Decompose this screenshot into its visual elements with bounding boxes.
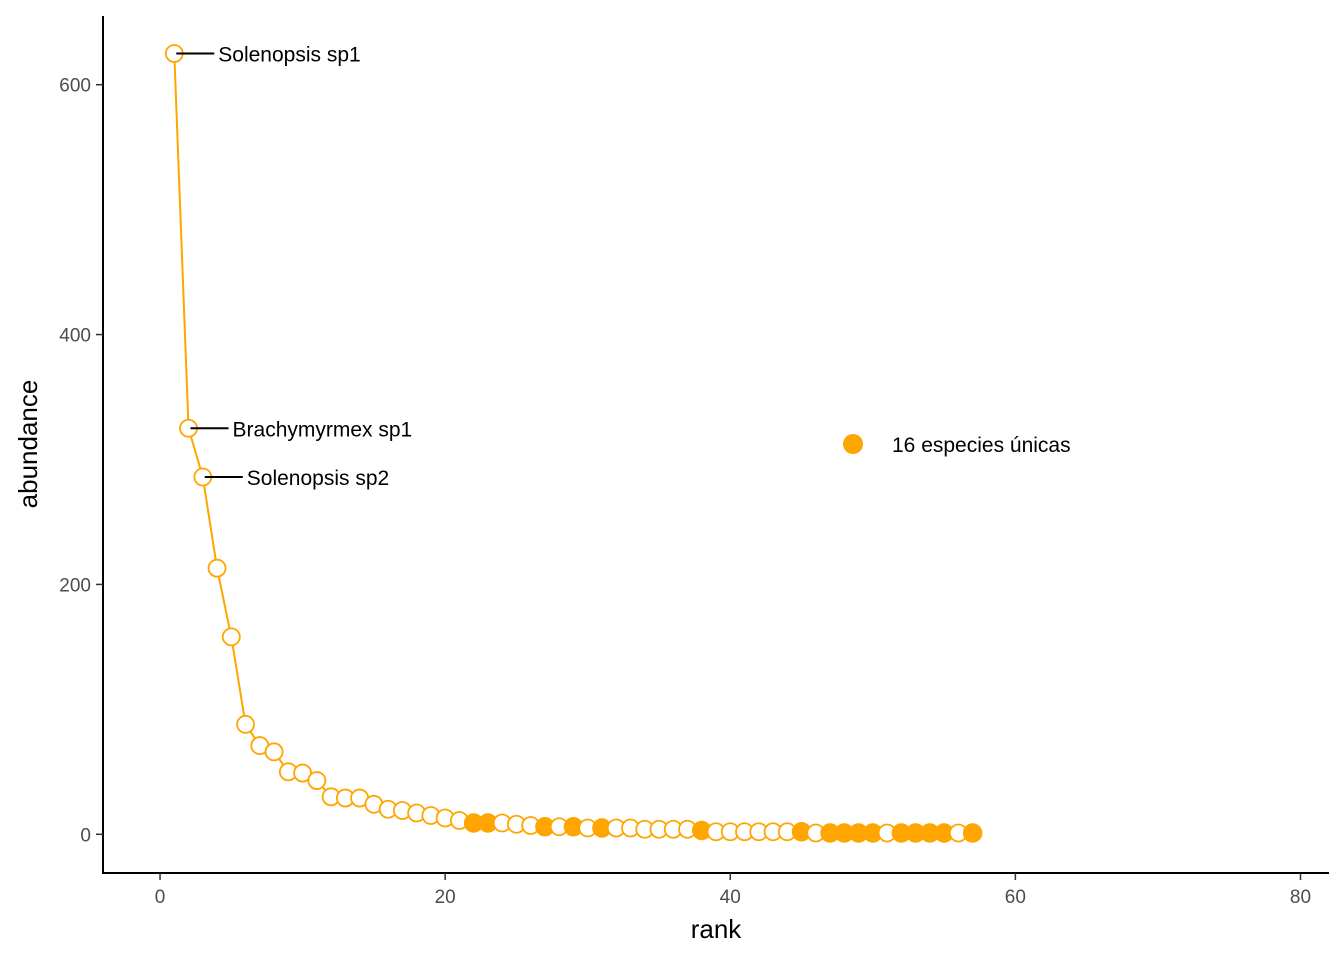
y-tick-label: 0 bbox=[80, 825, 91, 846]
x-tick-label: 0 bbox=[155, 887, 166, 908]
annotation-layer: Solenopsis sp1 Brachymyrmex sp1 Solenopsis… bbox=[176, 43, 412, 490]
plot-area: Solenopsis sp1 Brachymyrmex sp1 Solenopsis… bbox=[164, 43, 983, 843]
y-axis-ticks: 0 200 400 600 bbox=[59, 76, 103, 846]
data-point bbox=[307, 771, 327, 790]
legend: 16 especies únicas bbox=[843, 434, 1071, 457]
x-tick-label: 20 bbox=[435, 887, 456, 908]
data-point bbox=[236, 714, 255, 734]
data-point bbox=[207, 558, 227, 578]
y-tick-label: 400 bbox=[59, 326, 91, 347]
annotation-label: Brachymyrmex sp1 bbox=[233, 418, 413, 441]
x-tick-label: 60 bbox=[1005, 887, 1026, 908]
annotation-label: Solenopsis sp1 bbox=[218, 43, 360, 66]
x-axis-title: rank bbox=[691, 914, 743, 944]
y-axis-title: abundance bbox=[13, 380, 43, 509]
annotation-label: Solenopsis sp2 bbox=[247, 467, 389, 490]
x-axis-ticks: 0 20 40 60 80 bbox=[155, 873, 1311, 908]
y-tick-label: 200 bbox=[59, 575, 91, 596]
legend-label: 16 especies únicas bbox=[892, 434, 1071, 457]
data-point-unique bbox=[962, 823, 983, 843]
y-tick-label: 600 bbox=[59, 76, 91, 97]
data-point-layer bbox=[164, 44, 983, 843]
x-tick-label: 40 bbox=[720, 887, 741, 908]
x-tick-label: 80 bbox=[1290, 887, 1311, 908]
legend-marker bbox=[843, 434, 863, 454]
data-point bbox=[221, 627, 241, 647]
data-point bbox=[293, 763, 312, 783]
data-point bbox=[264, 742, 284, 762]
